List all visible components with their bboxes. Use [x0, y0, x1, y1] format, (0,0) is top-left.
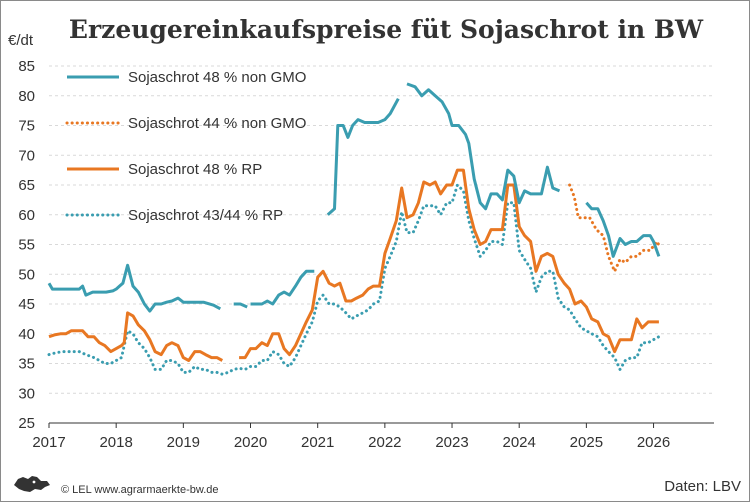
footer-credit: © LEL www.agrarmaerkte-bw.de — [61, 484, 219, 496]
x-tick-label: 2020 — [234, 434, 267, 451]
legend-label: Sojaschrot 48 % non GMO — [128, 69, 306, 86]
y-tick-label: 65 — [18, 177, 35, 194]
series-line — [250, 269, 315, 306]
y-tick-label: 40 — [18, 326, 35, 343]
series-line — [48, 311, 224, 362]
series-line — [568, 183, 662, 273]
y-tick-label: 75 — [18, 118, 35, 135]
series-2 — [48, 168, 659, 362]
x-tick-label: 2024 — [503, 434, 536, 451]
series-line — [47, 183, 661, 376]
x-tick-label: 2026 — [637, 434, 670, 451]
x-tick-label: 2021 — [301, 434, 334, 451]
y-tick-label: 80 — [18, 88, 35, 105]
x-tick-label: 2019 — [167, 434, 200, 451]
data-series — [47, 82, 662, 376]
series-line — [326, 97, 400, 216]
y-tick-label: 60 — [18, 207, 35, 224]
series-line — [406, 82, 561, 211]
x-tick-label: 2025 — [570, 434, 603, 451]
legend: Sojaschrot 48 % non GMO Sojaschrot 44 % n… — [65, 69, 306, 224]
legend-label: Sojaschrot 48 % RP — [128, 161, 262, 178]
data-source-label: Daten: LBV — [664, 478, 741, 495]
chart-title: Erzeugereinkaufspreise füt Sojaschrot in… — [69, 15, 704, 44]
series-line — [585, 201, 661, 258]
series-line — [47, 263, 222, 313]
y-tick-label: 85 — [18, 58, 35, 75]
x-tick-label: 2022 — [368, 434, 401, 451]
series-line — [239, 168, 659, 360]
y-tick-label: 50 — [18, 266, 35, 283]
y-axis-unit-label: €/dt — [8, 32, 34, 49]
y-tick-label: 70 — [18, 147, 35, 164]
y-tick-label: 25 — [18, 415, 35, 432]
y-tick-label: 30 — [18, 385, 35, 402]
axes: 25 30 35 40 45 50 55 60 65 70 75 80 85 2017 2018 2019 20… — [18, 58, 714, 451]
x-tick-label: 2018 — [99, 434, 132, 451]
series-line — [233, 302, 248, 309]
bw-lion-logo-icon — [14, 476, 50, 492]
series-0 — [47, 82, 661, 313]
series-1 — [568, 183, 662, 273]
y-tick-label: 35 — [18, 356, 35, 373]
series-3 — [47, 183, 661, 376]
y-tick-label: 45 — [18, 296, 35, 313]
x-tick-label: 2017 — [32, 434, 65, 451]
legend-label: Sojaschrot 44 % non GMO — [128, 115, 306, 132]
legend-label: Sojaschrot 43/44 % RP — [128, 207, 283, 224]
y-tick-label: 55 — [18, 237, 35, 254]
x-tick-label: 2023 — [435, 434, 468, 451]
